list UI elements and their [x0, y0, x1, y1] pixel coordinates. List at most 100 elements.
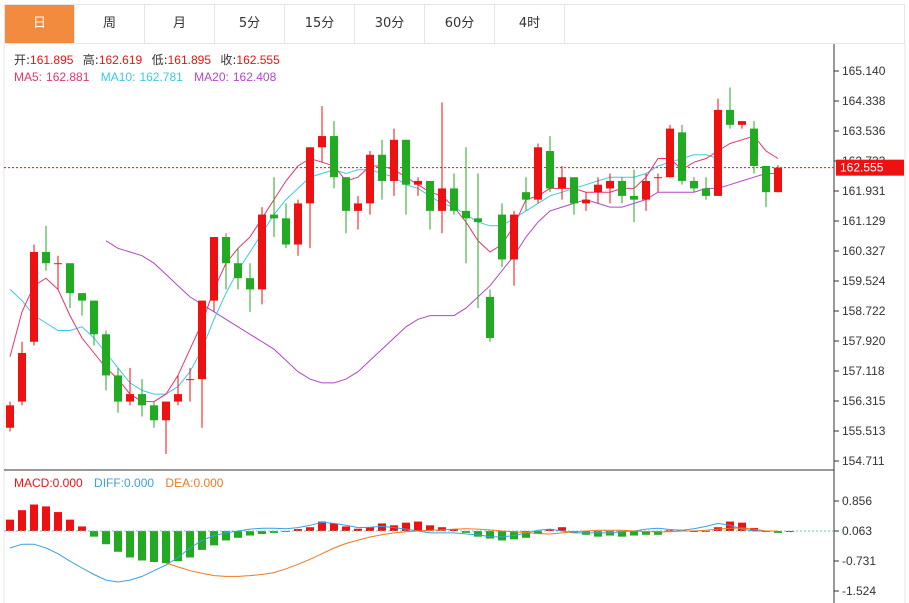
candle-body — [282, 218, 290, 245]
candle-body — [42, 251, 50, 264]
tab-month[interactable]: 月 — [145, 5, 215, 43]
price-tick-label: 160.327 — [842, 244, 886, 258]
macd-tick-label: -1.524 — [842, 584, 876, 598]
macd-bar — [654, 530, 662, 535]
macd-bar — [558, 527, 566, 531]
macd-bar — [450, 529, 458, 531]
macd-bar — [726, 521, 734, 531]
macd-bar — [474, 530, 482, 537]
macd-bar — [126, 530, 134, 558]
macd-bar — [186, 530, 194, 558]
candle-body — [54, 263, 62, 265]
macd-bar — [174, 530, 182, 562]
ma-info: MA5: 162.881 MA10: 162.781 MA20: 162.408 — [14, 70, 277, 84]
candle-body — [642, 180, 650, 200]
candle-body — [510, 214, 518, 260]
tab-5min[interactable]: 5分 — [215, 5, 285, 43]
candle-body — [426, 180, 434, 211]
dea-series — [165, 527, 778, 577]
macd-bar — [102, 530, 110, 545]
candle-body — [702, 188, 710, 196]
price-tick-label: 159.524 — [842, 274, 886, 288]
ohlc-info: 开:161.895 高:162.619 低:161.895 收:162.555 — [14, 52, 280, 67]
candle-body — [666, 128, 674, 178]
macd-tick-label: 0.063 — [842, 524, 872, 538]
candle-body — [330, 136, 338, 178]
candle-body — [570, 177, 578, 204]
candle-body — [402, 139, 410, 185]
macd-bar — [414, 521, 422, 531]
ma20-series — [105, 173, 778, 384]
macd-bar — [426, 525, 434, 531]
macd-axis: 0.856 0.063 -0.731 -1.524 — [834, 494, 876, 598]
candle-body — [18, 352, 26, 402]
price-tick-label: 165.140 — [842, 64, 886, 78]
price-tick-label: 157.920 — [842, 334, 886, 348]
macd-bar — [318, 521, 326, 531]
macd-bar — [270, 530, 278, 533]
candle-body — [774, 167, 782, 193]
candle-body — [78, 293, 86, 301]
candle-body — [558, 177, 566, 189]
candle-body — [414, 180, 422, 185]
tab-30min[interactable]: 30分 — [355, 5, 425, 43]
candle-body — [534, 147, 542, 200]
candle-body — [30, 251, 38, 342]
candle-body — [102, 334, 110, 376]
candle-body — [66, 263, 74, 294]
ma20-value: 162.408 — [233, 70, 277, 84]
price-tick-label: 161.129 — [842, 214, 886, 228]
diff-value: 0.000 — [124, 476, 154, 490]
macd-value: 0.000 — [53, 476, 83, 490]
tab-15min[interactable]: 15分 — [285, 5, 355, 43]
macd-bar — [486, 530, 494, 539]
candle-body — [582, 199, 590, 204]
tab-60min[interactable]: 60分 — [425, 5, 495, 43]
candle-body — [738, 121, 746, 125]
macd-bar — [342, 526, 350, 531]
macd-histogram — [6, 504, 794, 564]
candle-body — [714, 109, 722, 196]
ma5-value: 162.881 — [46, 70, 90, 84]
candle-body — [6, 405, 14, 428]
candle-body — [114, 375, 122, 402]
candle-body — [630, 195, 638, 200]
macd-bar — [378, 523, 386, 531]
candle-body — [594, 184, 602, 193]
candlestick-series — [6, 87, 782, 454]
diff-line — [9, 521, 778, 583]
candle-body — [186, 379, 194, 381]
macd-bar — [42, 506, 50, 531]
candle-body — [654, 177, 662, 179]
macd-bar — [402, 522, 410, 531]
candle-body — [258, 214, 266, 290]
macd-bar — [498, 530, 506, 541]
price-tick-label: 154.711 — [842, 454, 885, 468]
macd-bar — [594, 530, 602, 537]
period-tabs: 日 周 月 5分 15分 30分 60分 4时 — [4, 4, 905, 44]
macd-bar — [630, 530, 638, 536]
macd-bar — [138, 530, 146, 561]
ma20-label: MA20: — [194, 70, 229, 84]
price-tick-label: 163.536 — [842, 124, 886, 138]
candle-body — [450, 188, 458, 211]
candle-body — [690, 180, 698, 189]
ma10-label: MA10: — [101, 70, 136, 84]
ma5-label: MA5: — [14, 70, 42, 84]
high-value: 162.619 — [99, 53, 143, 67]
tab-4hour[interactable]: 4时 — [495, 5, 565, 43]
tab-day[interactable]: 日 — [5, 5, 75, 43]
macd-tick-label: 0.856 — [842, 494, 872, 508]
candle-body — [378, 154, 386, 181]
macd-bar — [222, 530, 230, 541]
macd-bar — [246, 530, 254, 536]
tab-week[interactable]: 周 — [75, 5, 145, 43]
macd-bar — [30, 504, 38, 531]
candle-body — [474, 218, 482, 223]
candle-body — [762, 165, 770, 193]
candle-body — [318, 136, 326, 148]
candle-body — [342, 177, 350, 211]
candle-body — [522, 192, 530, 200]
candle-body — [462, 210, 470, 219]
